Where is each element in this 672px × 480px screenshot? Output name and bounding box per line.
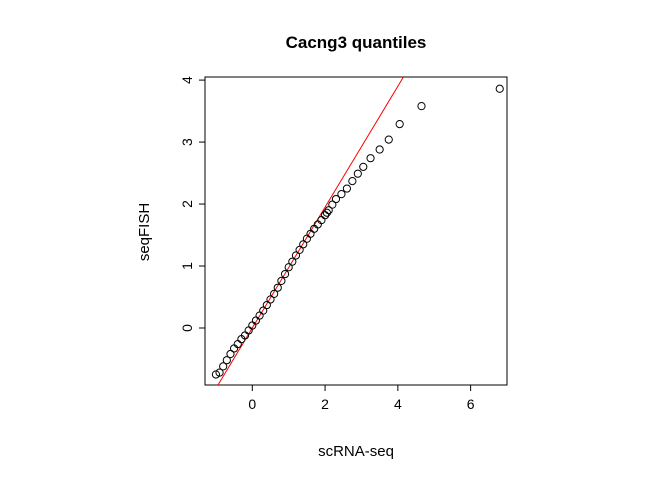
data-point xyxy=(384,135,393,144)
data-point xyxy=(375,145,384,154)
data-point xyxy=(273,283,282,292)
axes: 0 2 4 6 0 1 2 3 4 xyxy=(179,76,508,412)
data-point xyxy=(270,289,279,299)
y-tick-label: 0 xyxy=(179,324,195,332)
data-point xyxy=(295,245,304,255)
data-point xyxy=(322,208,331,217)
data-point xyxy=(366,154,375,163)
data-point xyxy=(277,276,286,285)
data-point xyxy=(284,263,293,272)
data-point xyxy=(266,295,275,304)
data-point xyxy=(299,240,308,249)
data-point xyxy=(495,84,504,93)
data-point xyxy=(226,349,235,359)
y-tick-label: 3 xyxy=(179,138,195,146)
x-tick-label: 6 xyxy=(467,396,475,412)
data-point xyxy=(262,300,271,310)
y-axis-label: seqFISH xyxy=(136,203,153,261)
x-axis-label: scRNA-seq xyxy=(318,443,394,460)
data-point xyxy=(291,251,301,260)
data-points xyxy=(211,84,504,379)
data-point xyxy=(348,177,357,186)
data-point xyxy=(302,234,311,243)
data-point xyxy=(219,362,228,371)
data-point xyxy=(259,306,268,315)
data-point xyxy=(417,102,426,111)
plot-frame xyxy=(204,76,508,386)
data-point xyxy=(353,169,362,178)
data-point xyxy=(331,194,341,204)
x-tick-label: 0 xyxy=(248,396,256,412)
data-point xyxy=(280,269,290,279)
data-point xyxy=(320,211,330,220)
chart-title: Cacng3 quantiles xyxy=(286,33,427,52)
y-tick-label: 1 xyxy=(179,262,195,270)
data-point xyxy=(288,257,297,266)
data-point xyxy=(359,162,368,171)
data-point xyxy=(215,368,224,377)
data-point xyxy=(342,184,352,193)
data-point xyxy=(337,190,346,199)
data-point xyxy=(324,206,333,215)
x-tick-label: 4 xyxy=(394,396,402,412)
data-point xyxy=(222,356,231,365)
data-point xyxy=(328,200,337,209)
data-point xyxy=(395,119,404,129)
y-tick-label: 2 xyxy=(179,200,195,208)
x-tick-label: 2 xyxy=(321,396,329,412)
y-tick-label: 4 xyxy=(179,76,195,84)
data-point xyxy=(251,316,261,325)
